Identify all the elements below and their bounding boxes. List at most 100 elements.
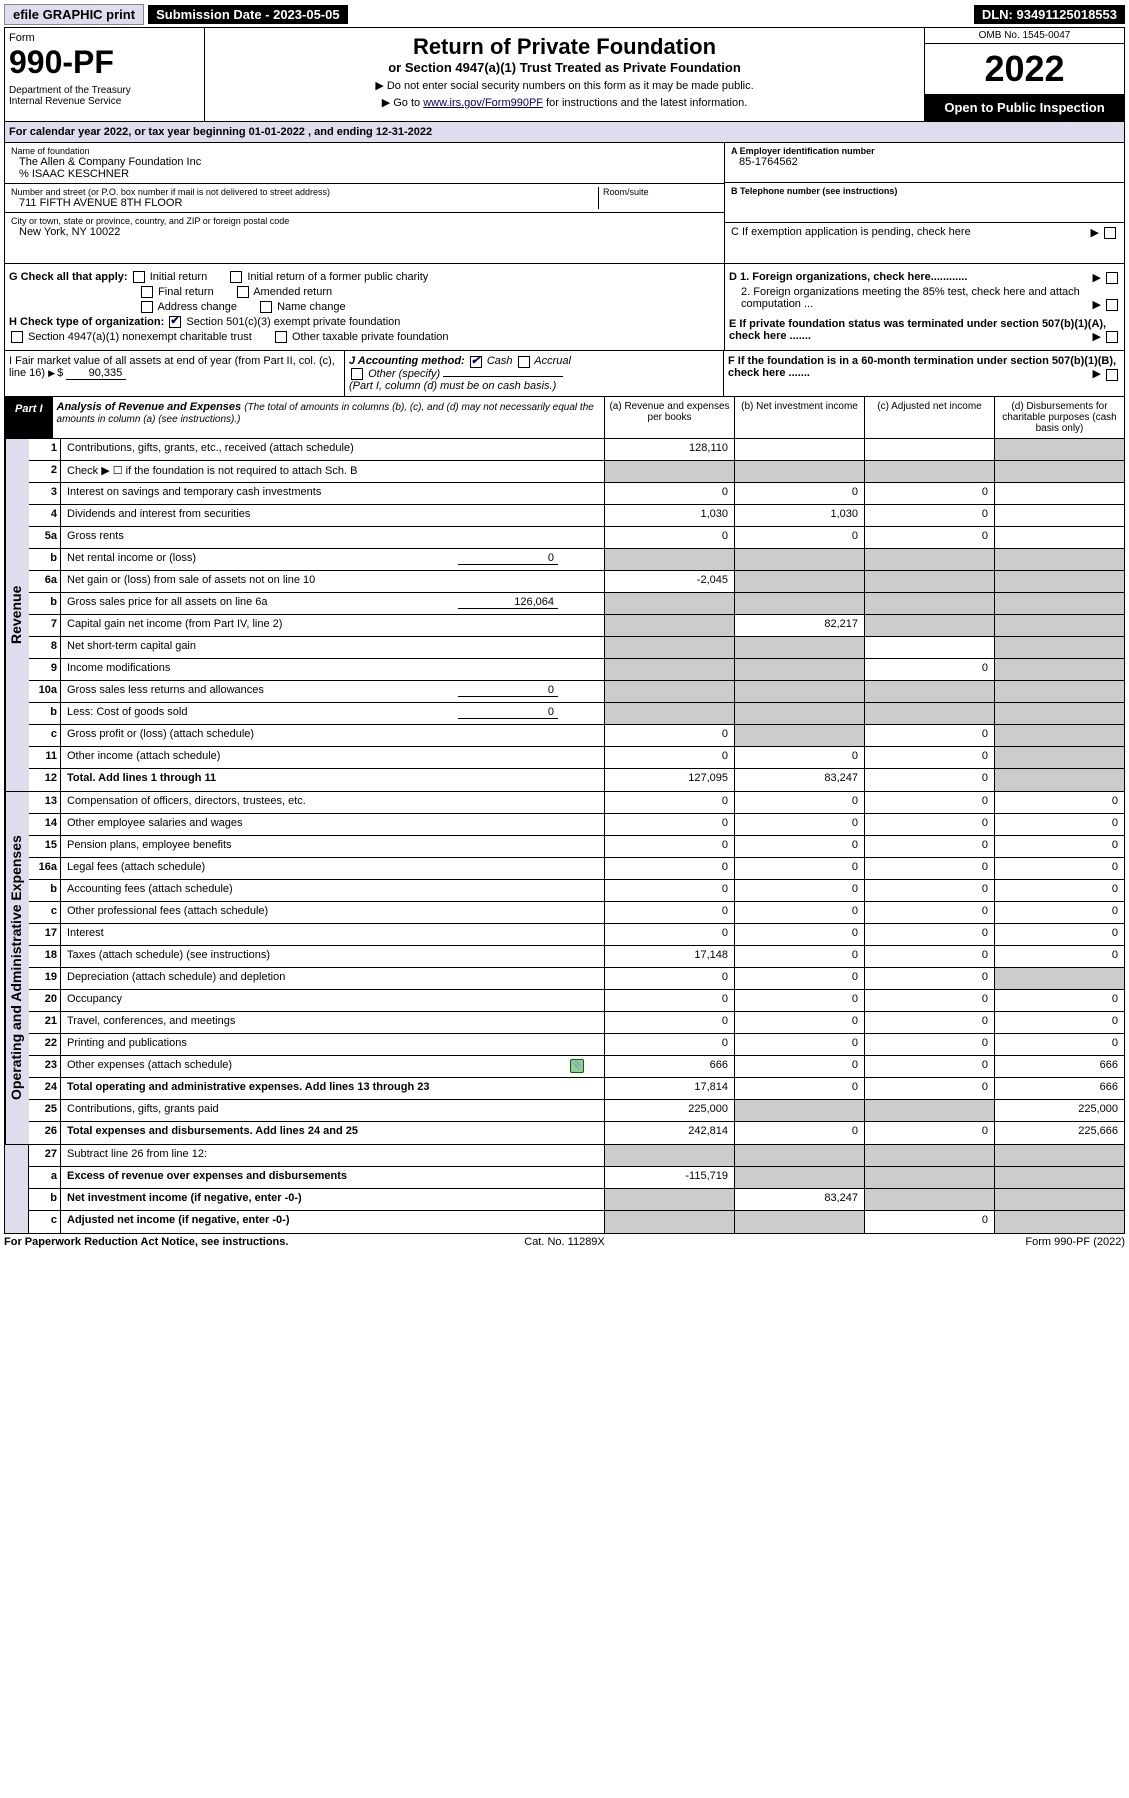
table-cell: 0: [864, 1012, 994, 1033]
h-4947-checkbox[interactable]: [11, 331, 23, 343]
table-cell: [734, 1100, 864, 1121]
table-cell: [864, 593, 994, 614]
g-amended-checkbox[interactable]: [237, 286, 249, 298]
room-label: Room/suite: [603, 187, 718, 197]
calendar-year-row: For calendar year 2022, or tax year begi…: [4, 122, 1125, 143]
table-row: 23 Other expenses (attach schedule) 📎 66…: [29, 1056, 1124, 1078]
table-row: 20 Occupancy 0000: [29, 990, 1124, 1012]
table-cell: 225,000: [604, 1100, 734, 1121]
row-number: 14: [29, 814, 61, 835]
table-cell: 0: [604, 814, 734, 835]
efile-print-button[interactable]: efile GRAPHIC print: [4, 4, 144, 25]
table-cell: [994, 769, 1124, 791]
e-checkbox[interactable]: [1106, 331, 1118, 343]
c-label: C If exemption application is pending, c…: [731, 226, 971, 238]
table-cell: [864, 637, 994, 658]
table-cell: [994, 1211, 1124, 1233]
row-desc: Occupancy: [61, 990, 604, 1011]
g-name-checkbox[interactable]: [260, 301, 272, 313]
row-desc: Depreciation (attach schedule) and deple…: [61, 968, 604, 989]
g-initial-checkbox[interactable]: [133, 271, 145, 283]
table-cell: 0: [994, 946, 1124, 967]
table-cell: [994, 483, 1124, 504]
irs-link[interactable]: www.irs.gov/Form990PF: [423, 97, 543, 109]
table-cell: 666: [994, 1078, 1124, 1099]
expense-sidelabel: Operating and Administrative Expenses: [5, 792, 29, 1144]
table-cell: [864, 1189, 994, 1210]
revenue-sidelabel: Revenue: [5, 439, 29, 791]
table-cell: [994, 659, 1124, 680]
table-cell: [994, 1189, 1124, 1210]
j-accrual-checkbox[interactable]: [518, 356, 530, 368]
city-state-zip: New York, NY 10022: [19, 226, 718, 238]
h-501c3-checkbox[interactable]: [169, 316, 181, 328]
g-h-block: G Check all that apply: Initial return I…: [4, 264, 1125, 351]
table-cell: [994, 968, 1124, 989]
table-cell: [994, 439, 1124, 460]
table-row: 10a Gross sales less returns and allowan…: [29, 681, 1124, 703]
row-desc: Total. Add lines 1 through 11: [61, 769, 604, 791]
table-cell: 225,000: [994, 1100, 1124, 1121]
table-cell: [994, 549, 1124, 570]
row-desc: Compensation of officers, directors, tru…: [61, 792, 604, 813]
g-final-checkbox[interactable]: [141, 286, 153, 298]
phone-label: B Telephone number (see instructions): [731, 186, 1118, 196]
c-checkbox[interactable]: [1104, 227, 1116, 239]
table-cell: [734, 1211, 864, 1233]
part1-header: Part I Analysis of Revenue and Expenses …: [4, 397, 1125, 439]
table-cell: [994, 461, 1124, 482]
row-number: 11: [29, 747, 61, 768]
table-cell: 0: [864, 946, 994, 967]
city-label: City or town, state or province, country…: [11, 216, 718, 226]
f-checkbox[interactable]: [1106, 369, 1118, 381]
table-cell: [864, 681, 994, 702]
table-row: a Excess of revenue over expenses and di…: [29, 1167, 1124, 1189]
g-address-checkbox[interactable]: [141, 301, 153, 313]
table-cell: [734, 549, 864, 570]
table-row: 25 Contributions, gifts, grants paid 225…: [29, 1100, 1124, 1122]
table-row: b Accounting fees (attach schedule) 0000: [29, 880, 1124, 902]
row-number: 23: [29, 1056, 61, 1077]
table-cell: 0: [864, 1078, 994, 1099]
table-cell: 0: [734, 924, 864, 945]
j-note: (Part I, column (d) must be on cash basi…: [349, 380, 556, 392]
omb-number: OMB No. 1545-0047: [925, 28, 1124, 44]
h-other-checkbox[interactable]: [275, 331, 287, 343]
table-cell: 17,148: [604, 946, 734, 967]
d1-checkbox[interactable]: [1106, 272, 1118, 284]
table-row: 21 Travel, conferences, and meetings 000…: [29, 1012, 1124, 1034]
table-cell: -115,719: [604, 1167, 734, 1188]
j-other-checkbox[interactable]: [351, 368, 363, 380]
table-cell: 0: [604, 747, 734, 768]
table-cell: [734, 571, 864, 592]
table-cell: 0: [734, 836, 864, 857]
row-desc: Accounting fees (attach schedule): [61, 880, 604, 901]
table-cell: [864, 1167, 994, 1188]
form-subtitle: or Section 4947(a)(1) Trust Treated as P…: [211, 60, 918, 75]
top-bar: efile GRAPHIC print Submission Date - 20…: [4, 4, 1125, 25]
name-label: Name of foundation: [11, 146, 718, 156]
table-row: b Net investment income (if negative, en…: [29, 1189, 1124, 1211]
table-cell: 0: [864, 1211, 994, 1233]
table-cell: 0: [864, 725, 994, 746]
tax-year: 2022: [925, 44, 1124, 94]
table-cell: 0: [864, 836, 994, 857]
row-desc: Total expenses and disbursements. Add li…: [61, 1122, 604, 1144]
table-cell: [604, 549, 734, 570]
info-block: Name of foundation The Allen & Company F…: [4, 143, 1125, 264]
table-cell: [734, 725, 864, 746]
row-desc: Income modifications: [61, 659, 604, 680]
cat-no: Cat. No. 11289X: [378, 1236, 752, 1248]
row-number: 20: [29, 990, 61, 1011]
col-d-header: (d) Disbursements for charitable purpose…: [994, 397, 1124, 438]
attachment-icon[interactable]: 📎: [570, 1059, 584, 1073]
table-cell: [994, 505, 1124, 526]
g-initial-former-checkbox[interactable]: [230, 271, 242, 283]
d2-checkbox[interactable]: [1106, 299, 1118, 311]
table-cell: 0: [604, 902, 734, 923]
address: 711 FIFTH AVENUE 8TH FLOOR: [19, 197, 598, 209]
row-desc: Contributions, gifts, grants, etc., rece…: [61, 439, 604, 460]
j-cash-checkbox[interactable]: [470, 356, 482, 368]
table-cell: [734, 593, 864, 614]
row-desc: Other professional fees (attach schedule…: [61, 902, 604, 923]
